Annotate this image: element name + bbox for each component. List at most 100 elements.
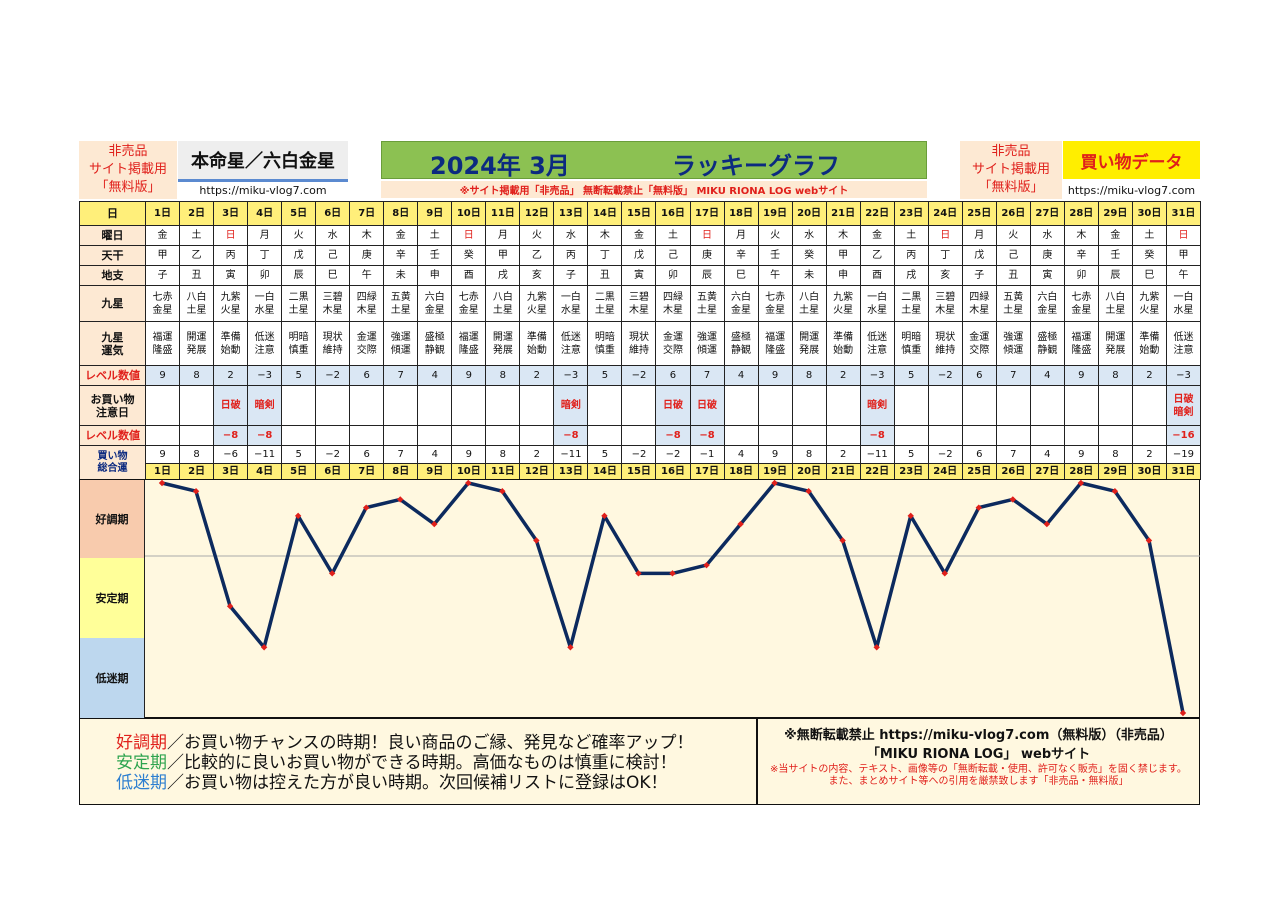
unki-cell-line: 低迷 [560,331,581,343]
total-cell: 9 [757,445,793,464]
day-cell: 14日 [587,201,623,226]
unki-cell-line: 現状 [628,331,649,343]
kyusei-cell-line: 二黒 [901,291,922,303]
attention-cell [1131,385,1167,426]
zone-good: 好調期 [79,480,145,558]
total-row: 買い物 総合運 9 8 −6 −11 5 −2 6 7 4 9 8 2 −11 5 −2 −2 −1 4 9 8 2 −11 5… [79,445,1201,480]
kyusei-cell-line: 火星 [220,304,241,316]
day-footer-cell: 8日 [383,463,419,480]
unki-cell-line: 現状 [322,331,343,343]
kyusei-cell-line: 土星 [1105,304,1126,316]
unki-cell-line: 準備 [833,331,854,343]
site-url-right[interactable]: https://miku-vlog7.com [1067,183,1196,197]
kyusei-cell: 三碧 木星 [315,285,351,322]
day-footer-cell: 3日 [213,463,249,480]
unki-cell-line: 準備 [220,331,241,343]
day-footer-cell: 29日 [1097,463,1133,480]
level2-cell [1097,425,1133,446]
unki-row: 九星 運気 福運 隆盛 開運 発展 準備 始動 低迷 注意 明暗 慎重 現状 維持 金運 交際 強運 傾運 盛極 静観… [79,321,1201,366]
attention-cell: 日破 暗剣 [1165,385,1201,426]
tenkan-cell: 癸 [451,245,487,266]
tenkan-cell: 辛 [1063,245,1099,266]
unki-cell-line: 始動 [220,344,241,356]
weekday-cell: 土 [893,225,929,246]
total-cell: −2 [315,445,351,464]
kyusei-cell-line: 水星 [560,304,581,316]
unki-cell: 低迷 注意 [1165,321,1201,366]
day-footer-cell: 1日 [144,463,181,480]
unki-cell-line: 隆盛 [765,344,786,356]
total-cell: 8 [179,445,215,464]
unki-cell-line: 注意 [867,344,888,356]
total-cell: −11 [553,445,589,464]
attention-cell [757,385,793,426]
kyusei-cell: 六白 金星 [723,285,759,322]
data-point [192,488,200,495]
kyusei-cell-line: 八白 [799,291,820,303]
kyusei-cell-line: 木星 [322,304,343,316]
level-cell: −3 [859,365,895,386]
unki-cell-line: 発展 [186,344,207,356]
tenkan-cell: 庚 [689,245,725,266]
weekday-cell: 金 [383,225,419,246]
data-point [1009,496,1017,503]
chishi-cell: 申 [825,265,861,286]
tenkan-cell: 甲 [144,245,181,266]
total-cell: 9 [1063,445,1099,464]
level2-cell: −8 [213,425,249,446]
site-url-left[interactable]: https://miku-vlog7.com [199,183,327,197]
total-cell: 6 [349,445,385,464]
kyusei-cell: 八白 土星 [791,285,827,322]
data-point [533,537,540,544]
level2-cell [1029,425,1065,446]
chishi-cell: 未 [791,265,827,286]
day-footer-cell: 4日 [247,463,283,480]
total-label-line: 総合運 [97,462,128,474]
chishi-cell: 丑 [587,265,623,286]
weekday-cell: 月 [723,225,759,246]
day-footer-cell: 23日 [893,463,929,480]
level2-cell: −8 [655,425,691,446]
unki-cell-line: 低迷 [254,331,275,343]
kyusei-cell: 七赤 金星 [757,285,793,322]
copyright-strip: ※サイト掲載用「非売品」 無断転載禁止「無料版」 MIKU RIONA LOG … [381,181,927,198]
unki-cell-line: 傾運 [697,344,718,356]
series-line [161,481,1185,714]
total-cell: 9 [144,445,181,464]
tenkan-label: 天干 [79,245,146,266]
kyusei-cell: 七赤 金星 [451,285,487,322]
data-point [1145,537,1153,544]
day-footer-cell: 27日 [1029,463,1065,480]
attention-cell: 日破 [655,385,691,426]
day-footer-cell: 21日 [825,463,861,480]
total-cell: −11 [247,445,283,464]
day-cell: 19日 [757,201,793,226]
data-point [805,488,812,495]
kyusei-cell: 四緑 木星 [349,285,385,322]
attention-cell [621,385,657,426]
unki-cell: 開運 発展 [485,321,521,366]
day-cell: 23日 [893,201,929,226]
level2-cell [723,425,759,446]
unki-cell-line: 開運 [799,331,820,343]
level2-cell [519,425,555,446]
unki-cell-line: 明暗 [594,331,615,343]
day-cell: 25日 [961,201,997,226]
level-cell: 5 [587,365,623,386]
level2-cell [825,425,861,446]
total-cell: 7 [995,445,1031,464]
level-cell: 5 [281,365,317,386]
day-cell: 28日 [1063,201,1099,226]
kyusei-cell-line: 火星 [1139,304,1160,316]
tenkan-cell: 乙 [859,245,895,266]
kyusei-cell-line: 木星 [662,304,683,316]
day-cell: 17日 [689,201,725,226]
unki-cell: 金運 交際 [349,321,385,366]
level2-cell [451,425,487,446]
level-cell: 9 [1063,365,1099,386]
data-point [1179,709,1187,717]
attention-cell [1063,385,1099,426]
unki-cell: 明暗 慎重 [587,321,623,366]
day-footer-cell: 15日 [621,463,657,480]
chishi-cell: 丑 [179,265,215,286]
